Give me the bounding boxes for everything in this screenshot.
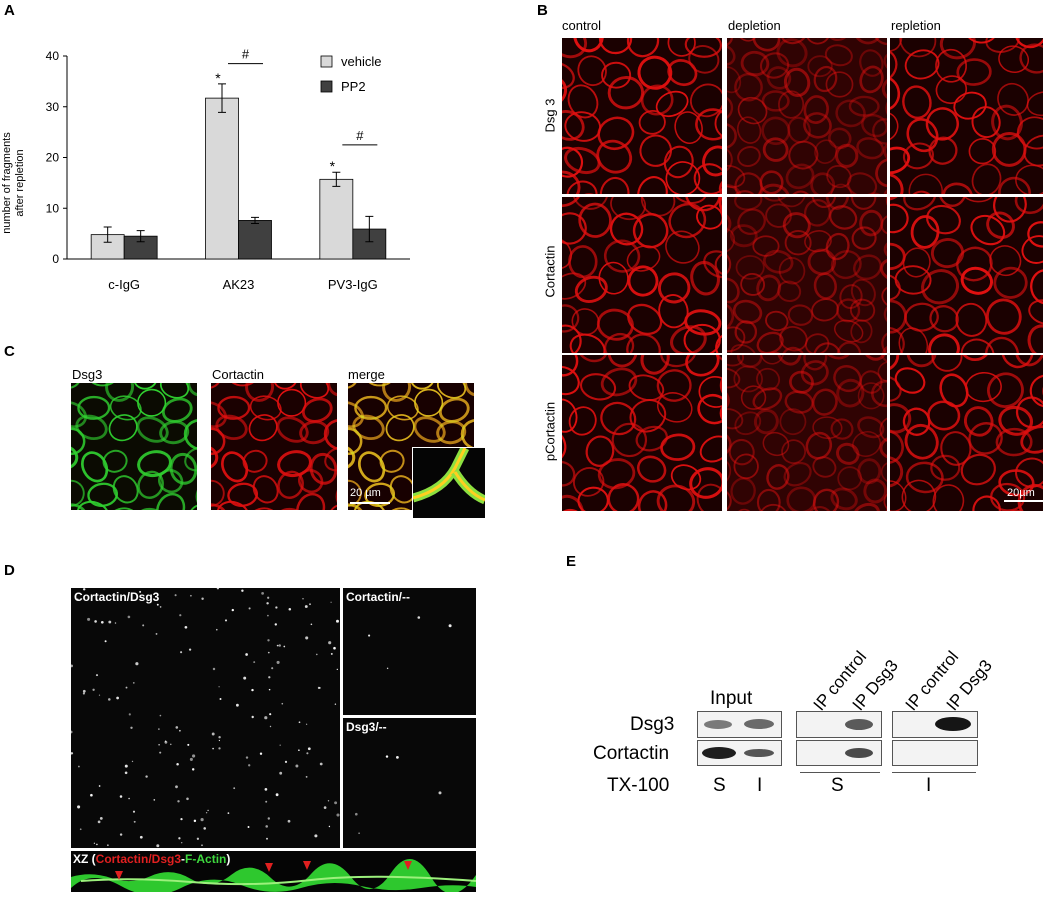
bar-pp2-ak23 — [238, 220, 272, 260]
wb-fraction-input-i: I — [757, 775, 763, 796]
wb-row-txdetergent: TX-100 — [607, 775, 670, 796]
xz-red-part: Cortactin/Dsg3 — [95, 852, 182, 866]
c-micrograph-dsg3 — [71, 383, 197, 510]
bar-vehicle-pv3-igg — [319, 178, 354, 260]
pla-control-cortactin-image — [343, 588, 476, 715]
micrograph-cortactin-depletion — [727, 197, 887, 353]
merge-zoom-inset — [412, 447, 486, 519]
bar-chart: 0 10 20 30 40 c-IgG AK23 * # PV3-IgG * # vehicle PP2 — [46, 47, 410, 292]
y-tick-label: 10 — [46, 201, 60, 215]
significance-hash: # — [356, 128, 364, 143]
wb-ip-i-dsg3-blot — [892, 711, 978, 738]
error-bar — [218, 83, 226, 113]
xz-green-part: F-Actin — [185, 852, 227, 866]
micrograph-pcortactin-repletion — [890, 355, 1043, 511]
c-title-dsg3: Dsg3 — [72, 367, 103, 382]
wb-ip-i-cortactin-blot — [892, 740, 978, 766]
error-bar — [136, 230, 145, 243]
significance-star: * — [330, 158, 336, 174]
panel-letter-a: A — [4, 2, 15, 19]
wb-row-dsg3: Dsg3 — [630, 714, 675, 735]
wb-divider-i — [892, 772, 976, 773]
y-axis-label-line1: number of fragments — [1, 132, 13, 234]
row-label-cortactin: Cortactin — [542, 245, 558, 298]
micrograph-dsg3-repletion — [890, 38, 1043, 194]
c-micrograph-cortactin — [211, 383, 337, 510]
xz-sep: - — [181, 852, 186, 866]
legend-swatch-pp2 — [320, 80, 333, 93]
micrograph-cortactin-control — [562, 197, 722, 353]
bar-vehicle-ak23 — [205, 97, 239, 260]
wb-ip-s-dsg3-blot — [796, 711, 882, 738]
col-label-repletion: repletion — [891, 18, 941, 33]
error-bar — [365, 215, 374, 243]
panel-letter-b: B — [537, 2, 548, 19]
scale-bar-c — [350, 502, 390, 504]
wb-input-label: Input — [710, 688, 753, 709]
scale-bar-b-label: 20µm — [1007, 487, 1035, 499]
xz-prefix: XZ ( — [73, 852, 96, 866]
pla-main-image — [71, 588, 340, 848]
wb-row-cortactin: Cortactin — [593, 743, 670, 764]
micrograph-dsg3-depletion — [727, 38, 887, 194]
wb-input-cortactin-blot — [697, 740, 782, 766]
y-axis-label-line2: after repletion — [14, 149, 26, 217]
wb-divider-s — [800, 772, 880, 773]
col-label-depletion: depletion — [728, 18, 781, 33]
pla-xz-image — [71, 851, 476, 892]
col-label-control: control — [562, 18, 602, 33]
x-tick-label: c-IgG — [108, 277, 140, 292]
panel-letter-d: D — [4, 562, 15, 579]
scale-bar-b — [1004, 500, 1044, 502]
y-tick-label: 30 — [46, 100, 60, 114]
significance-hash: # — [242, 47, 250, 62]
row-label-dsg3: Dsg 3 — [542, 98, 558, 133]
y-axis-label: number of fragments after repletion — [1, 98, 26, 268]
legend-swatch-vehicle — [320, 55, 333, 68]
row-label-pcortactin: pCortactin — [542, 401, 558, 462]
y-tick-label: 0 — [52, 252, 59, 266]
scale-bar-c-label: 20 µm — [350, 487, 381, 499]
error-bar — [251, 216, 259, 224]
micrograph-dsg3-control — [562, 38, 722, 194]
error-bar — [332, 171, 341, 187]
panel-letter-e: E — [566, 553, 577, 570]
legend-label-vehicle: vehicle — [341, 54, 381, 69]
pla-xz-label: XZ (Cortactin/Dsg3-F-Actin) — [73, 852, 230, 866]
wb-fraction-ip-s: S — [831, 775, 844, 796]
wb-input-dsg3-blot — [697, 711, 782, 738]
pla-control-dsg3-label: Dsg3/-- — [346, 720, 387, 734]
y-tick-label: 20 — [46, 151, 60, 165]
xz-suffix: ) — [226, 852, 231, 866]
pla-main-label: Cortactin/Dsg3 — [74, 590, 160, 604]
pla-control-dsg3-image — [343, 718, 476, 848]
micrograph-pcortactin-depletion — [727, 355, 887, 511]
panel-letter-c: C — [4, 343, 15, 360]
micrograph-pcortactin-control — [562, 355, 722, 511]
c-title-merge: merge — [348, 367, 385, 382]
x-tick-label: AK23 — [223, 277, 255, 292]
wb-ip-s-cortactin-blot — [796, 740, 882, 766]
y-tick-label: 40 — [46, 49, 60, 63]
c-title-cortactin: Cortactin — [212, 367, 265, 382]
error-bar — [103, 226, 112, 243]
wb-fraction-ip-i: I — [926, 775, 932, 796]
wb-fraction-input-s: S — [713, 775, 726, 796]
micrograph-cortactin-repletion — [890, 197, 1043, 353]
legend-label-pp2: PP2 — [341, 79, 366, 94]
pla-control-cortactin-label: Cortactin/-- — [346, 590, 410, 604]
x-tick-label: PV3-IgG — [328, 277, 378, 292]
significance-star: * — [215, 70, 221, 86]
